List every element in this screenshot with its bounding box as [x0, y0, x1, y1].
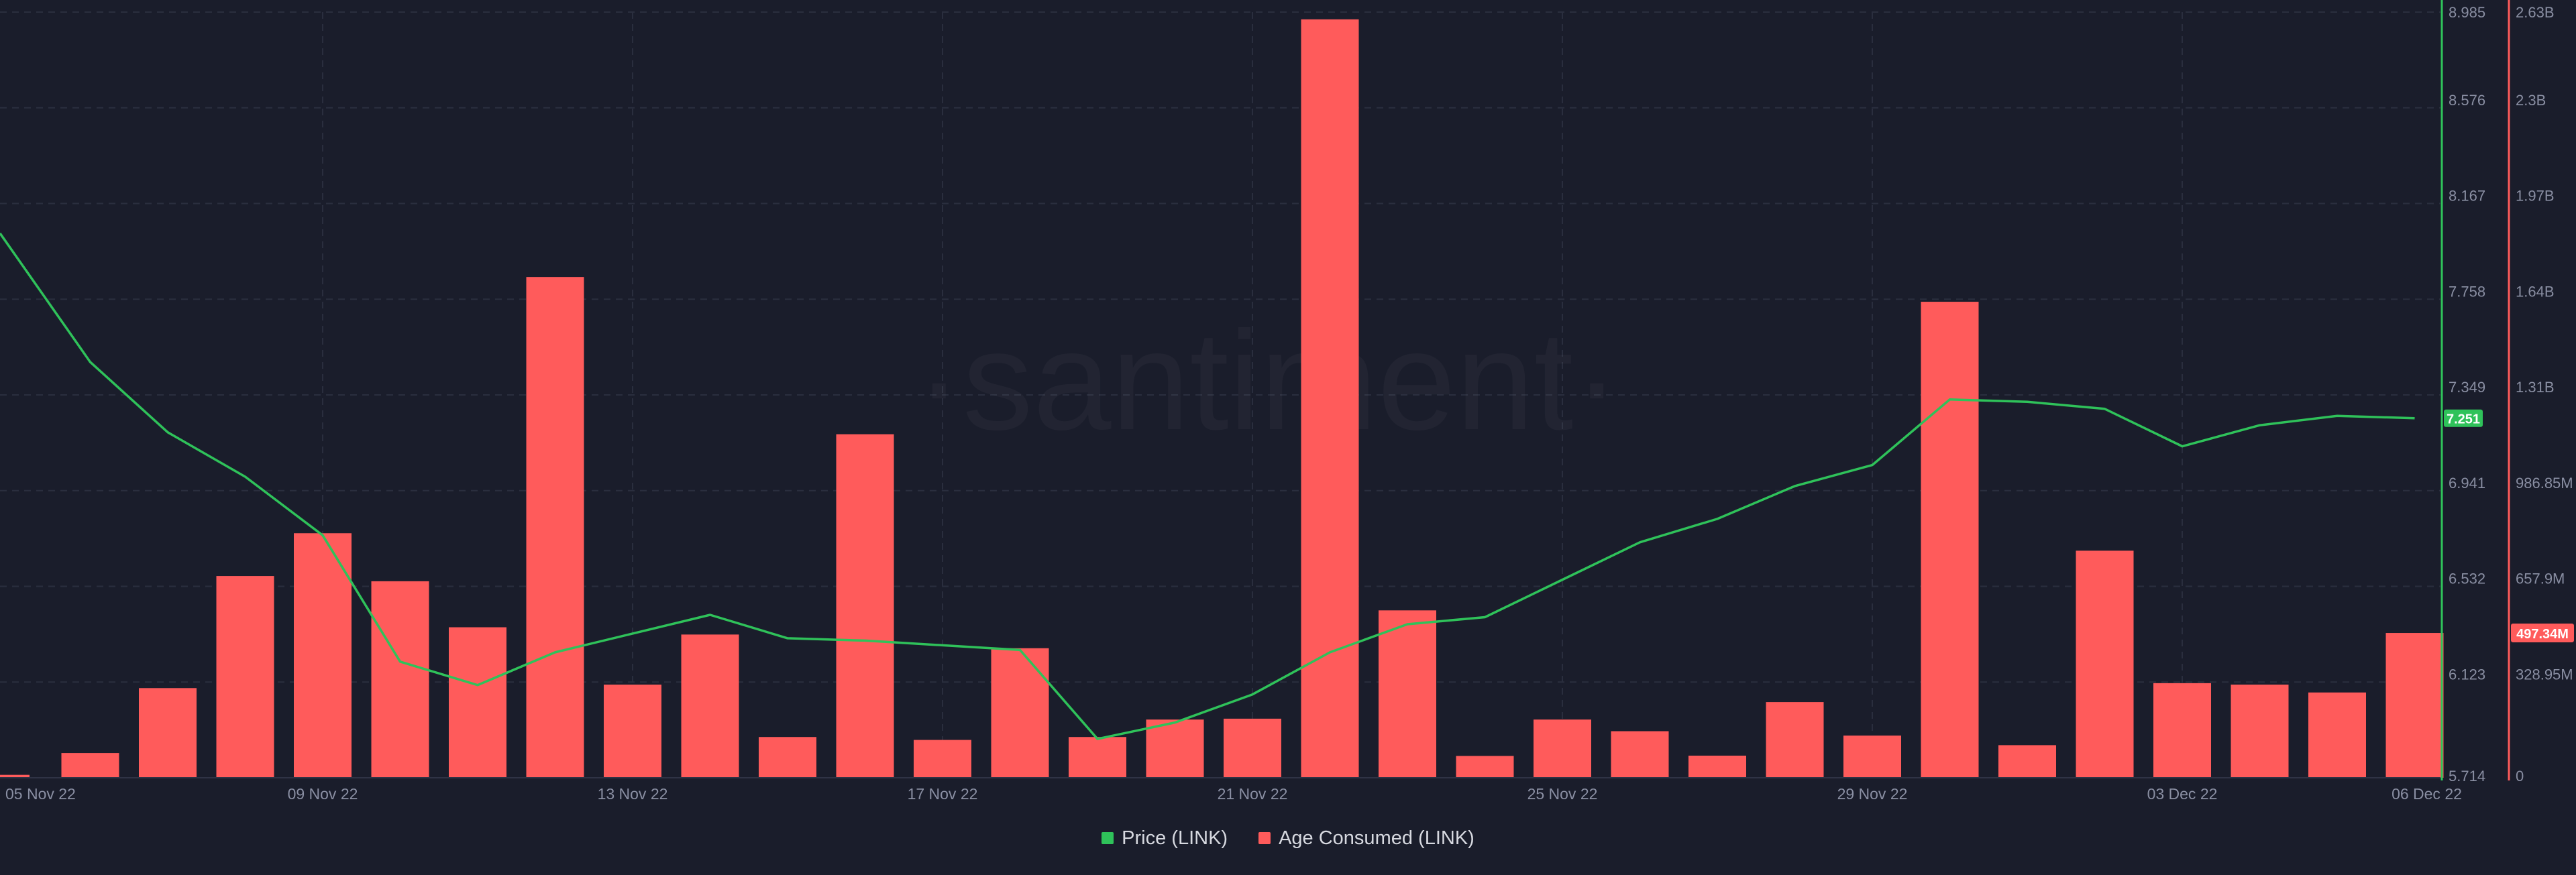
age-consumed-bar [294, 533, 352, 778]
price-tick-label: 6.532 [2449, 571, 2485, 587]
age-consumed-bar [2153, 683, 2211, 778]
age-consumed-bar [371, 581, 429, 778]
x-tick-label: 06 Dec 22 [2392, 785, 2462, 803]
age-consumed-bar [1611, 731, 1669, 778]
age-consumed-bar [1069, 737, 1126, 778]
age-consumed-bar [2231, 685, 2289, 778]
legend-item-age-consumed[interactable]: Age Consumed (LINK) [1258, 827, 1474, 850]
age-consumed-bar [836, 434, 894, 778]
age-consumed-bar [2385, 633, 2444, 778]
age-consumed-bar [1224, 718, 1281, 778]
age-consumed-bar [1688, 755, 1746, 778]
age-consumed-bar [759, 737, 816, 778]
axis-labels: 8.985 2.63B 8.576 2.3B 8.167 1.97B 7.758 1.64B 7… [5, 4, 2574, 803]
age-consumed-bar [61, 753, 119, 778]
legend-label-price: Price (LINK) [1122, 827, 1228, 849]
age-consumed-bar [1843, 736, 1901, 778]
age-last-value-badge [2511, 624, 2574, 643]
age-consumed-bar [139, 688, 197, 778]
age-consumed-bar [1146, 719, 1204, 778]
price-tick-label: 8.576 [2449, 92, 2485, 109]
price-tick-label: 6.123 [2449, 666, 2485, 683]
x-tick-label: 05 Nov 22 [5, 785, 76, 803]
x-tick-label: 09 Nov 22 [288, 785, 358, 803]
price-tick-label: 8.985 [2449, 4, 2485, 21]
age-consumed-bar [526, 277, 584, 778]
x-tick-label: 17 Nov 22 [908, 785, 978, 803]
price-tick-label: 5.714 [2449, 768, 2485, 784]
x-tick-label: 25 Nov 22 [1527, 785, 1598, 803]
price-last-value-label: 7.251 [2447, 412, 2480, 427]
price-line-layer [0, 232, 2415, 740]
age-consumed-bar [604, 685, 661, 778]
age-tick-label: 2.63B [2516, 4, 2555, 21]
age-consumed-bar [1921, 302, 1979, 778]
price-tick-label: 7.349 [2449, 379, 2485, 396]
age-consumed-bar [991, 648, 1049, 778]
age-last-value-label: 497.34M [2516, 627, 2569, 642]
x-tick-label: 29 Nov 22 [1837, 785, 1908, 803]
age-tick-label: 0 [2516, 768, 2524, 784]
age-consumed-bar [1456, 756, 1514, 778]
age-consumed-bar [1766, 702, 1824, 778]
age-tick-label: 1.31B [2516, 379, 2555, 396]
age-consumed-bars [0, 19, 2444, 778]
price-last-value-badge [2444, 409, 2483, 427]
age-consumed-bar [1379, 610, 1436, 778]
age-tick-label: 1.64B [2516, 283, 2555, 300]
age-consumed-bar [914, 740, 971, 778]
age-tick-label: 1.97B [2516, 188, 2555, 205]
age-tick-label: 657.9M [2516, 571, 2565, 587]
age-consumed-bar [1534, 719, 1591, 778]
age-tick-label: 328.95M [2516, 666, 2573, 683]
x-tick-label: 03 Dec 22 [2147, 785, 2218, 803]
x-tick-label: 13 Nov 22 [598, 785, 668, 803]
age-consumed-bar [2308, 692, 2366, 778]
age-tick-label: 986.85M [2516, 475, 2573, 491]
price-tick-label: 8.167 [2449, 188, 2485, 205]
age-consumed-bar [1998, 745, 2056, 778]
price-line [0, 232, 2415, 740]
price-tick-label: 7.758 [2449, 283, 2485, 300]
age-consumed-bar [216, 576, 274, 778]
age-consumed-bar [0, 774, 30, 778]
legend-label-age-consumed: Age Consumed (LINK) [1279, 827, 1474, 849]
legend-item-price[interactable]: Price (LINK) [1102, 827, 1228, 850]
age-consumed-bar [681, 634, 739, 778]
price-tick-label: 6.941 [2449, 475, 2485, 491]
legend-swatch-age-consumed [1258, 832, 1271, 844]
x-tick-label: 21 Nov 22 [1218, 785, 1288, 803]
legend: Price (LINK) Age Consumed (LINK) [0, 823, 2576, 853]
age-consumed-bar [449, 627, 506, 778]
legend-swatch-price [1102, 832, 1114, 844]
watermark-logo: ·santiment· [916, 302, 1620, 459]
age-tick-label: 2.3B [2516, 92, 2546, 109]
age-consumed-bar [2076, 550, 2134, 778]
axes [0, 0, 2510, 780]
